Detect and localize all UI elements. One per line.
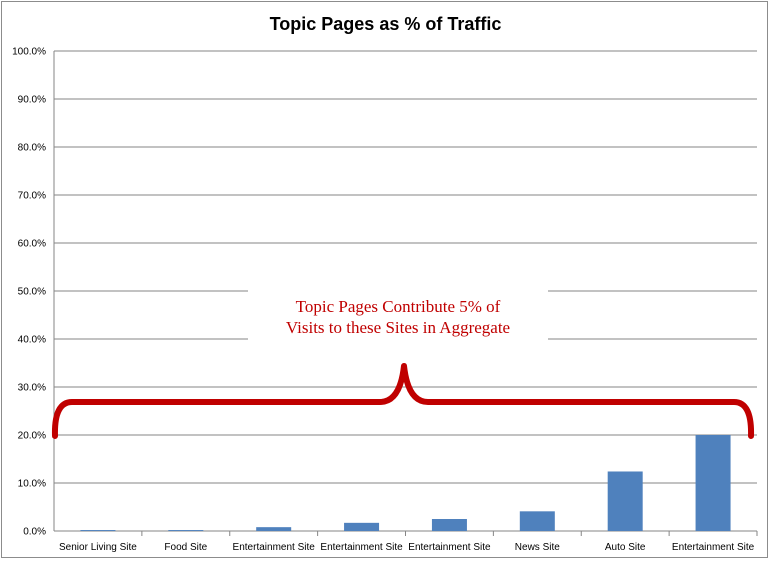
annotation-background — [248, 286, 548, 344]
y-tick-label: 30.0% — [18, 383, 46, 394]
x-tick-label: News Site — [515, 542, 560, 553]
x-tick-label: Entertainment Site — [408, 542, 491, 553]
y-tick-label: 20.0% — [18, 431, 46, 442]
bar — [256, 527, 292, 531]
bar — [431, 519, 467, 531]
chart-title: Topic Pages as % of Traffic — [269, 14, 502, 34]
bars — [80, 435, 731, 531]
annotation-line-2: Visits to these Sites in Aggregate — [286, 318, 510, 337]
x-tick-label: Senior Living Site — [59, 542, 137, 553]
x-tick-label: Entertainment Site — [672, 542, 755, 553]
x-tick-label: Food Site — [164, 542, 207, 553]
annotation-line-1: Topic Pages Contribute 5% of — [296, 297, 501, 316]
annotation: Topic Pages Contribute 5% of Visits to t… — [51, 286, 755, 439]
y-tick-label: 0.0% — [23, 527, 46, 538]
bar — [168, 530, 204, 531]
y-tick-label: 80.0% — [18, 143, 46, 154]
y-tick-label: 50.0% — [18, 287, 46, 298]
bar — [607, 471, 643, 531]
y-tick-label: 90.0% — [18, 95, 46, 106]
y-tick-label: 100.0% — [12, 47, 46, 58]
bar — [80, 530, 116, 531]
bar — [519, 511, 555, 531]
y-axis-ticks: 0.0% 10.0% 20.0% 30.0% 40.0% 50.0% 60.0% 70.0% 8… — [12, 47, 46, 538]
y-tick-label: 40.0% — [18, 335, 46, 346]
bar — [344, 522, 380, 531]
x-tick-label: Entertainment Site — [320, 542, 403, 553]
bar — [695, 435, 731, 531]
x-axis-ticks: Senior Living Site Food Site Entertainment… — [59, 531, 758, 553]
curly-brace — [51, 363, 755, 439]
y-tick-label: 60.0% — [18, 239, 46, 250]
x-tick-label: Entertainment Site — [233, 542, 316, 553]
x-tick-label: Auto Site — [605, 542, 646, 553]
y-tick-label: 10.0% — [18, 479, 46, 490]
y-tick-label: 70.0% — [18, 191, 46, 202]
